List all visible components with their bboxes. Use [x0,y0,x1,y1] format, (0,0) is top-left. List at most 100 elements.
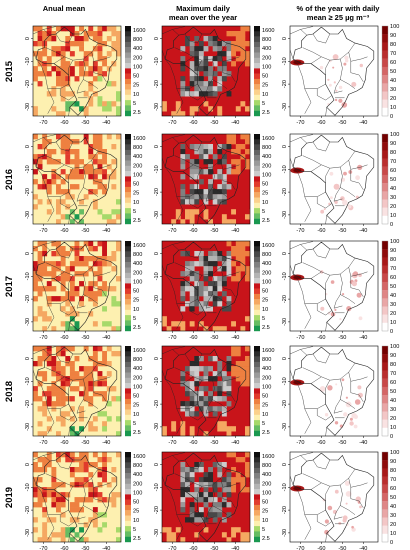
legend-label: 400 [262,261,271,267]
title-max-daily-line1: Maximum daily [176,4,230,13]
x-tick-label: -60 [189,440,197,446]
legend-concentration: 1600 800 400 200 100 50 25 10 5 2.5 [254,241,274,332]
legend-label: 80 [390,362,396,368]
y-tick-label: -30 [25,529,31,537]
legend-label: 100 [133,279,142,285]
legend-label: 50 [390,177,396,183]
x-tick-label: -40 [359,228,367,234]
y-tick-label: 0 [282,252,288,255]
legend-label: 100 [262,279,271,285]
x-tick-label: -70 [168,120,176,126]
legend-label: 2.5 [262,536,270,542]
x-tick-label: -70 [39,120,47,126]
legend-label: 5 [133,421,136,427]
legend-label: 25 [133,403,139,409]
y-tick-label: -10 [154,483,160,491]
legend-label: 25 [133,191,139,197]
legend-label: 200 [262,163,271,169]
x-tick-label: -40 [231,120,239,126]
legend-label: 30 [390,513,396,519]
max-map-2019: -70 -60 -50 -40 0 -10 -20 -30 [154,451,251,550]
max-map-2015: -70 -60 -50 -40 0 -10 -20 -30 [154,25,251,126]
legend-label: 70 [390,477,396,483]
annual-map-2016: -70 -60 -50 -40 0 -10 -20 -30 [25,133,122,234]
y-tick-label: -30 [25,211,31,219]
x-tick-label: -70 [296,120,304,126]
legend-label: 2.5 [133,536,141,542]
legend-label: 2.5 [133,218,141,224]
y-tick-label: -30 [282,318,288,326]
legend-label: 60 [390,486,396,492]
legend-label: 800 [262,357,271,363]
legend-label: 800 [262,463,271,469]
legend-label: 30 [390,407,396,413]
y-tick-label: -20 [282,400,288,408]
y-tick-label: -20 [25,80,31,88]
legend-concentration: 1600 800 400 200 100 50 25 10 5 2.5 [254,26,274,117]
legend-label: 800 [133,463,142,469]
legend-concentration: 1600 800 400 200 100 50 25 10 5 2.5 [125,134,145,225]
legend-label: 25 [262,298,268,304]
legend-label: 60 [390,60,396,66]
x-tick-label: -50 [81,546,89,550]
max-map-2016: -70 -60 -50 -40 0 -10 -20 -30 [154,133,251,234]
legend-label: 0 [390,114,393,120]
x-tick-label: -60 [60,335,68,341]
x-tick-label: -50 [210,335,218,341]
legend-label: 200 [262,55,271,61]
y-tick-label: -30 [154,103,160,111]
legend-label: 2.5 [133,110,141,116]
y-tick-label: -10 [25,165,31,173]
y-tick-label: 0 [282,357,288,360]
y-tick-label: 0 [154,145,160,148]
legend-label: 70 [390,159,396,165]
y-tick-label: -20 [154,188,160,196]
y-tick-label: -10 [25,57,31,65]
legend-label: 25 [133,83,139,89]
legend-label: 20 [390,522,396,528]
legend-label: 200 [262,481,271,487]
legend-label: 800 [262,145,271,151]
x-tick-label: -40 [359,120,367,126]
legend-label: 50 [262,74,268,80]
title-pct-exceed-line1: % of the year with daily [296,4,380,13]
legend-label: 40 [390,504,396,510]
legend-label: 1600 [262,454,274,460]
legend-label: 200 [133,270,142,276]
legend-label: 200 [262,375,271,381]
x-tick-label: -40 [231,335,239,341]
legend-concentration: 1600 800 400 200 100 50 25 10 5 2.5 [125,241,145,332]
legend-label: 200 [133,55,142,61]
x-tick-label: -60 [60,120,68,126]
y-tick-label: -20 [282,506,288,514]
pct-map-2019: -70 -60 -50 -40 0 -10 -20 -30 [282,451,379,550]
legend-label: 10 [390,425,396,431]
legend-label: 70 [390,266,396,272]
annual-map-2015: -70 -60 -50 -40 0 -10 -20 -30 [25,25,122,126]
y-tick-label: -10 [282,483,288,491]
y-tick-label: -30 [282,103,288,111]
x-tick-label: -40 [231,546,239,550]
legend-label: 400 [133,472,142,478]
title-max-daily-line2: mean over the year [168,13,238,22]
legend-label: 10 [262,92,268,98]
legend-label: 10 [390,531,396,537]
legend-label: 5 [133,316,136,322]
x-tick-label: -50 [338,120,346,126]
x-tick-label: -60 [317,120,325,126]
legend-label: 50 [390,495,396,501]
y-tick-label: -20 [25,295,31,303]
y-tick-label: 0 [154,357,160,360]
y-tick-label: -20 [154,506,160,514]
x-tick-label: -60 [189,120,197,126]
max-map-2017: -70 -60 -50 -40 0 -10 -20 -30 [154,240,251,341]
y-tick-label: -10 [25,272,31,280]
legend-label: 50 [133,289,139,295]
legend-label: 1600 [262,28,274,34]
x-tick-label: -60 [189,228,197,234]
y-tick-label: -20 [25,506,31,514]
